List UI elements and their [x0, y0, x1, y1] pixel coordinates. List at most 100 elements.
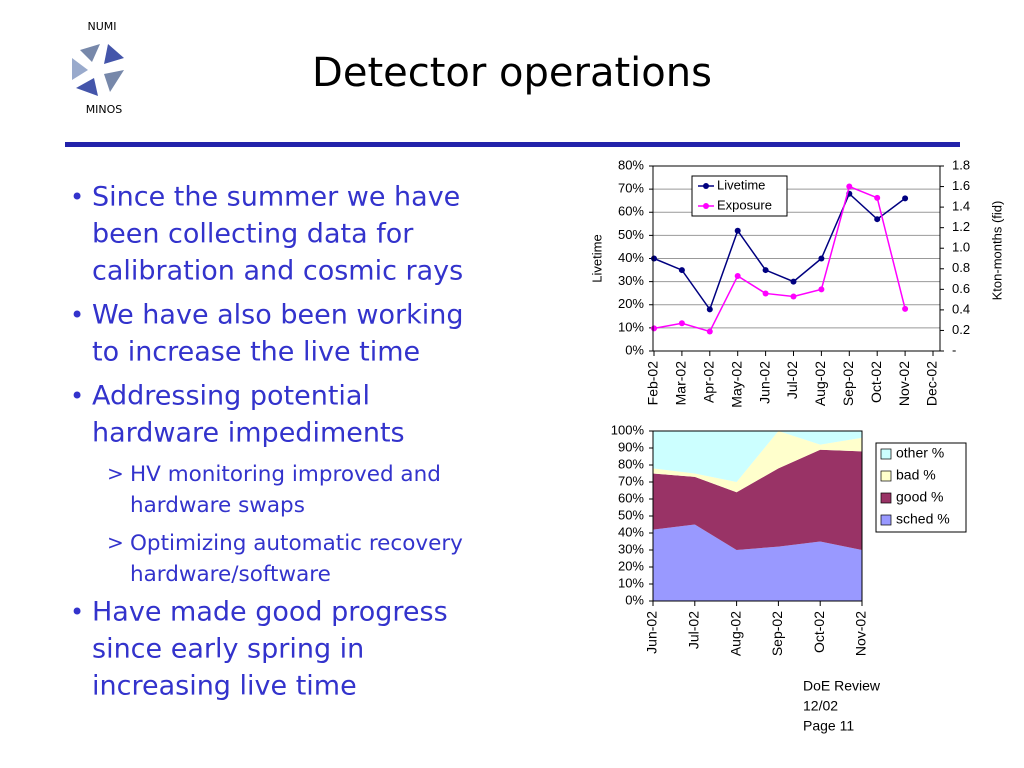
y-tick-label: 60% [618, 490, 644, 505]
logo-shape [76, 78, 98, 96]
y-tick-label: 50% [618, 507, 644, 522]
y-tick-label: 40% [618, 250, 644, 265]
data-point [790, 278, 797, 285]
data-point [874, 216, 881, 223]
data-point [706, 328, 713, 335]
chart: 0% 10% 20% 30% 40% 50% 60% 70% 80% 90% 100% Jun-02 J… [611, 422, 967, 656]
y2-tick-label: 0.4 [952, 301, 970, 316]
data-point [762, 267, 769, 274]
sub-bullet-marker: > [107, 531, 124, 555]
x-tick-label: Sep-02 [769, 611, 785, 656]
legend-marker [703, 183, 709, 189]
data-point [762, 290, 769, 297]
x-tick-label: Mar-02 [673, 361, 689, 406]
y-tick-label: 80% [618, 456, 644, 471]
series-line [653, 185, 906, 333]
area-segment [653, 431, 862, 482]
bullet-text: Have made good progress [92, 597, 448, 628]
plot-frame [652, 430, 863, 602]
bullet-text: since early spring in [92, 634, 364, 665]
x-tick-label: Apr-02 [701, 361, 717, 403]
y2-tick-label: 0.6 [952, 281, 970, 296]
logo-shape [104, 70, 124, 92]
logo-shape [104, 44, 124, 64]
data-point [678, 320, 685, 327]
y-tick-label: 90% [618, 439, 644, 454]
x-tick-label: Aug-02 [812, 361, 828, 406]
y-tick-label: 70% [618, 473, 644, 488]
legend-swatch [880, 470, 892, 482]
x-tick-label: Jun-02 [644, 611, 660, 654]
slide-title: Detector operations [312, 50, 712, 96]
y2-tick-label: 1.2 [952, 219, 970, 234]
area-segment [653, 431, 862, 493]
bullet-marker: • [70, 183, 84, 211]
series-line [653, 192, 906, 311]
logo-shape [72, 58, 88, 80]
data-point [818, 255, 825, 262]
x-tick-label: Aug-02 [727, 611, 743, 656]
bullet-text: We have also been working [92, 300, 464, 331]
logo-bottom: MINOS [86, 103, 123, 116]
y-tick-label: 60% [618, 204, 644, 219]
footer: DoE Review 12/02 Page 11 [803, 678, 881, 734]
data-point [651, 325, 657, 332]
y2-tick-label: 1.6 [952, 178, 970, 193]
y-tick-label: 70% [618, 181, 644, 196]
y2-tick-label: 1.8 [952, 157, 970, 172]
sub-bullet-text: hardware swaps [130, 493, 305, 518]
bullet-marker: • [70, 598, 84, 626]
legend-swatch [880, 448, 892, 460]
y-tick-label: 30% [618, 541, 644, 556]
footer-line: 12/02 [803, 698, 838, 714]
y-tick-label: 10% [618, 319, 644, 334]
logo-shape [80, 44, 100, 62]
y-tick-label: 0% [625, 592, 644, 607]
footer-line: Page 11 [803, 718, 854, 734]
plot-frame [652, 165, 941, 352]
x-tick-label: Jun-02 [756, 361, 772, 404]
y-tick-label: 40% [618, 524, 644, 539]
bullet-text: increasing live time [92, 671, 357, 702]
data-point [874, 194, 881, 201]
data-point [902, 305, 909, 312]
data-point [790, 293, 797, 300]
y2-axis-title: Kton-months (fid) [989, 201, 1004, 301]
y-tick-label: 20% [618, 558, 644, 573]
sub-bullet-text: hardware/software [130, 562, 331, 587]
y-tick-label: 20% [618, 296, 644, 311]
x-tick-label: Jul-02 [686, 611, 702, 649]
x-tick-label: May-02 [728, 361, 744, 408]
charts: 0% 10% 20% 30% 40% 50% 60% 70% 80% - 0.2 0.4 0.6 0.8 1… [589, 157, 1004, 656]
data-point [678, 267, 685, 274]
x-tick-label: Feb-02 [645, 361, 661, 406]
legend-label: bad % [896, 467, 936, 483]
legend-label: Livetime [717, 177, 765, 192]
sub-bullet-marker: > [107, 462, 124, 486]
sub-bullet-text: Optimizing automatic recovery [130, 531, 463, 556]
area-segment [653, 449, 862, 550]
x-tick-label: Sep-02 [840, 361, 856, 406]
data-point [734, 272, 741, 279]
legend-swatch [880, 492, 892, 504]
y-tick-label: 0% [625, 342, 644, 357]
logo-top: NUMI [87, 20, 116, 33]
y2-tick-label: 1.4 [952, 199, 970, 214]
bullet-list: • Since the summer we have been collecting… [70, 182, 464, 702]
x-tick-label: Oct-02 [868, 361, 884, 403]
y2-tick-label: 0.8 [952, 260, 970, 275]
data-point [651, 255, 657, 262]
y-axis-title: Livetime [589, 234, 604, 282]
data-point [734, 227, 741, 234]
sub-bullet-text: HV monitoring improved and [130, 462, 441, 487]
legend-swatch [880, 514, 892, 526]
bullet-marker: • [70, 301, 84, 329]
y2-tick-label: 0.2 [952, 322, 970, 337]
x-tick-label: Nov-02 [896, 361, 912, 406]
legend-marker [703, 203, 709, 209]
x-tick-label: Dec-02 [924, 361, 940, 406]
x-tick-label: Jul-02 [784, 361, 800, 399]
legend-box [691, 175, 788, 217]
